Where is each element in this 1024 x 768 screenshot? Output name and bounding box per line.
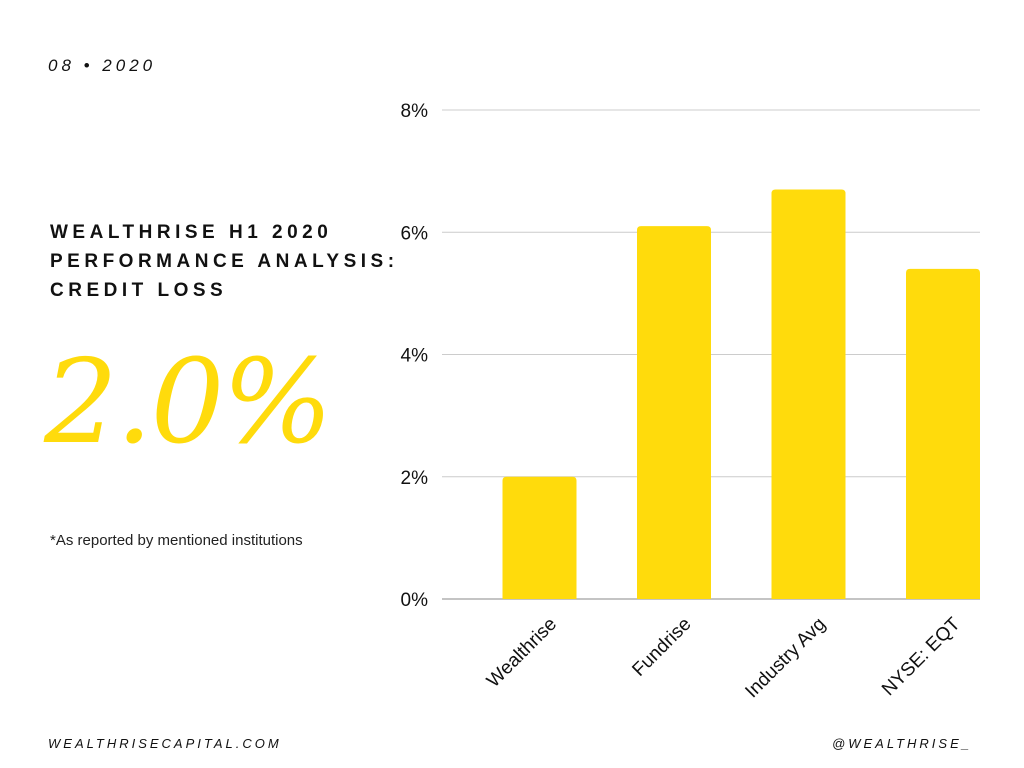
website-link[interactable]: WEALTHRISECAPITAL.COM (48, 736, 282, 751)
highlight-value: 2.0% (44, 335, 333, 470)
chart-title: WEALTHRISE H1 2020 PERFORMANCE ANALYSIS:… (50, 218, 400, 305)
y-tick-label: 6% (401, 223, 429, 244)
y-tick-label: 2% (401, 468, 429, 489)
bar-chart: 0% 2% 4% 6% 8% Wealthrise Fundrise Industry Avg… (401, 101, 980, 703)
date-label: 08 • 2020 (48, 56, 157, 75)
x-tick-label: Fundrise (628, 614, 695, 681)
x-tick-label: Industry Avg (741, 614, 830, 703)
bar-industry-avg (771, 189, 846, 599)
y-tick-label: 0% (401, 590, 429, 611)
title-line-2: PERFORMANCE ANALYSIS: (50, 251, 399, 272)
bar-wealthrise (502, 476, 577, 599)
bar-fundrise (637, 226, 711, 599)
social-handle[interactable]: @WEALTHRISE_ (832, 736, 972, 751)
y-tick-label: 4% (401, 346, 429, 367)
x-tick-label: Wealthrise (483, 614, 561, 692)
y-tick-label: 8% (401, 101, 429, 122)
bar-nyse-eqt (906, 268, 980, 599)
title-line-3: CREDIT LOSS (50, 280, 228, 301)
x-tick-label: NYSE: EQT (878, 613, 965, 700)
footnote: *As reported by mentioned institutions (50, 532, 303, 549)
title-line-1: WEALTHRISE H1 2020 (50, 222, 333, 243)
